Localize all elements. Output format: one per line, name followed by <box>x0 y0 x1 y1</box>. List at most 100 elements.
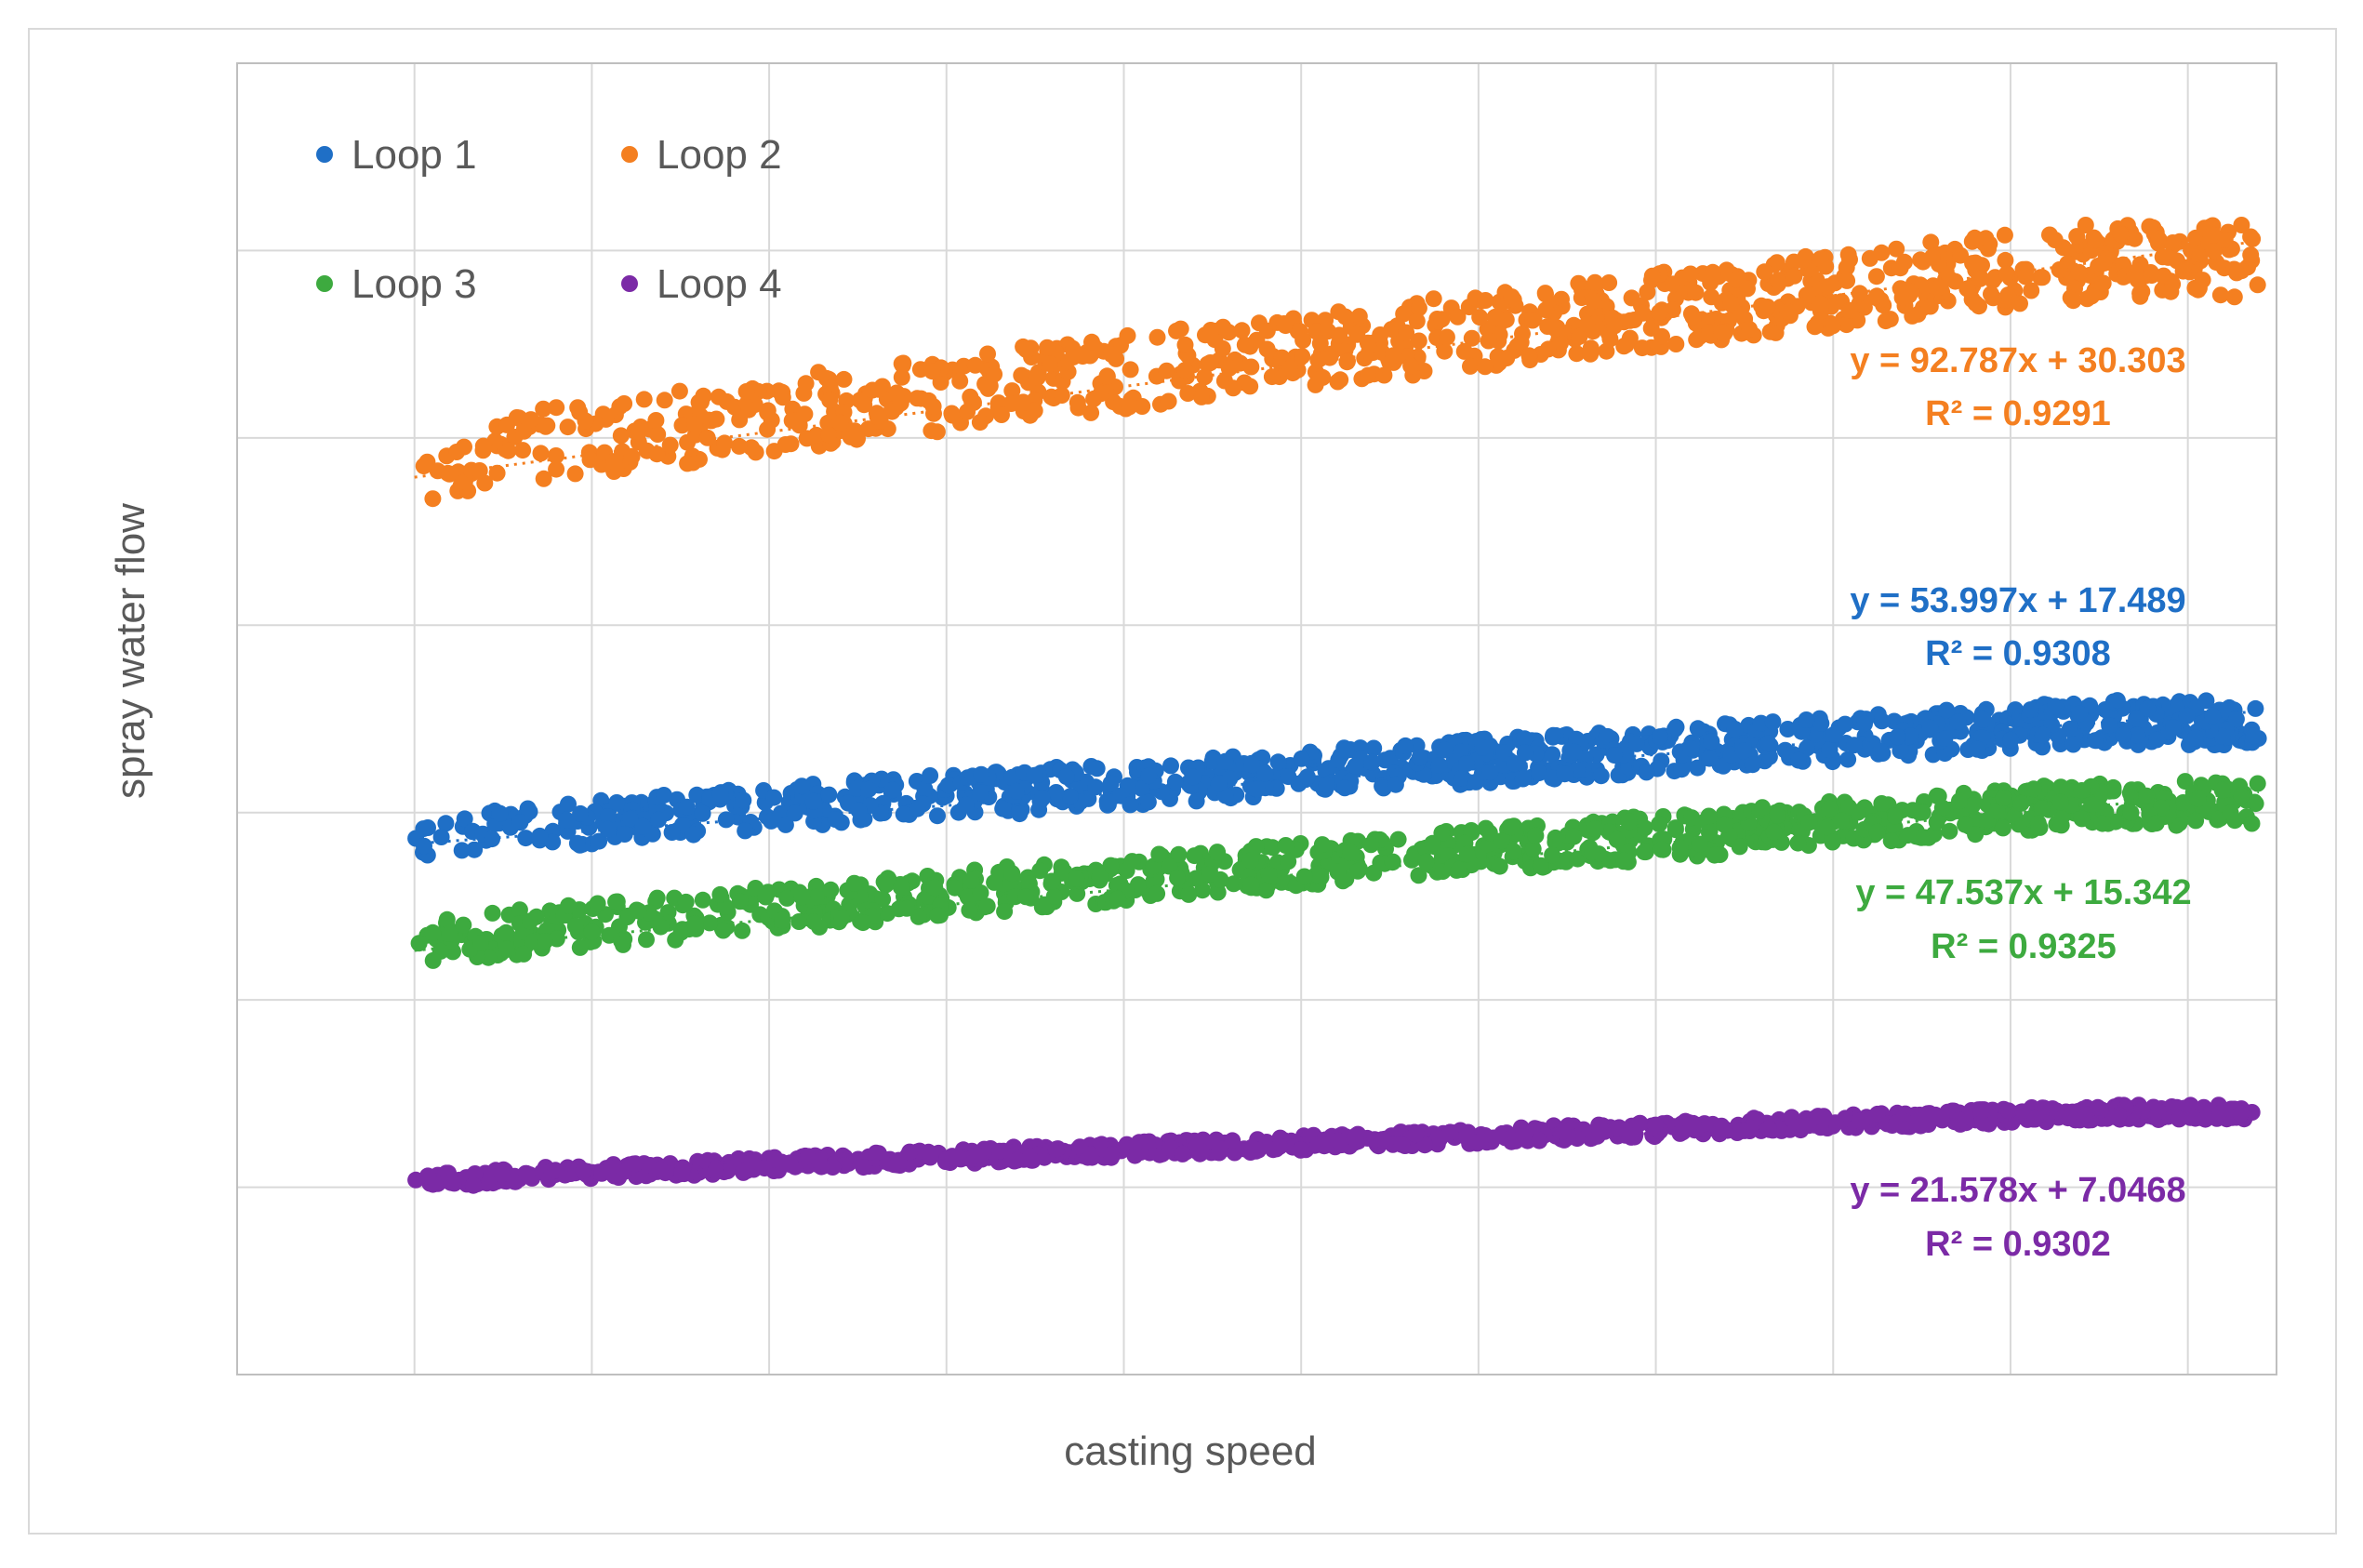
data-point-loop-2 <box>835 370 853 388</box>
data-point-loop-1 <box>1033 790 1051 807</box>
data-point-loop-1 <box>1837 715 1854 733</box>
data-point-loop-1 <box>2108 692 2126 710</box>
data-point-loop-2 <box>986 365 1003 383</box>
data-point-loop-1 <box>1397 737 1414 754</box>
data-point-loop-2 <box>2023 282 2040 299</box>
data-point-loop-2 <box>1425 290 1442 308</box>
data-point-loop-1 <box>1318 776 1335 793</box>
data-point-loop-4 <box>1431 1130 1449 1147</box>
data-point-loop-4 <box>518 1164 536 1182</box>
data-point-loop-3 <box>1544 846 1561 864</box>
data-point-loop-1 <box>453 842 471 859</box>
data-point-loop-2 <box>635 391 653 408</box>
data-point-loop-4 <box>810 1152 828 1170</box>
data-point-loop-3 <box>1031 862 1049 880</box>
data-point-loop-1 <box>491 804 509 822</box>
data-point-loop-4 <box>1554 1123 1572 1140</box>
data-point-loop-2 <box>1996 226 2013 244</box>
data-point-loop-3 <box>1904 802 1921 819</box>
data-point-loop-1 <box>1628 735 1645 752</box>
data-point-loop-3 <box>996 903 1014 921</box>
data-point-loop-2 <box>892 394 909 412</box>
data-point-loop-1 <box>1764 713 1782 731</box>
data-point-loop-2 <box>1539 340 1557 358</box>
data-point-loop-3 <box>1123 853 1141 870</box>
data-point-loop-2 <box>1921 298 1939 315</box>
data-point-loop-4 <box>1047 1140 1065 1158</box>
data-point-loop-3 <box>1277 837 1294 854</box>
data-point-loop-2 <box>979 345 996 363</box>
data-point-loop-1 <box>1544 746 1561 764</box>
data-point-loop-2 <box>2064 292 2082 310</box>
data-point-loop-2 <box>971 414 989 432</box>
data-point-loop-2 <box>1642 320 1660 337</box>
data-point-loop-1 <box>860 780 878 798</box>
data-point-loop-1 <box>1779 721 1797 737</box>
data-point-loop-2 <box>1258 340 1276 358</box>
data-point-loop-2 <box>1201 354 1219 371</box>
data-point-loop-3 <box>845 874 863 892</box>
data-point-loop-2 <box>1922 233 1940 251</box>
data-point-loop-2 <box>1455 342 1473 360</box>
data-point-loop-1 <box>1845 737 1863 754</box>
data-point-loop-2 <box>1851 285 1868 302</box>
data-point-loop-3 <box>1964 797 1982 815</box>
data-point-loop-3 <box>1532 857 1549 874</box>
data-point-loop-2 <box>1811 295 1828 312</box>
data-point-loop-1 <box>2139 699 2157 717</box>
data-point-loop-3 <box>1313 836 1331 854</box>
data-point-loop-4 <box>1023 1151 1041 1169</box>
data-point-loop-2 <box>1578 315 1596 333</box>
data-point-loop-2 <box>1585 292 1602 310</box>
data-point-loop-2 <box>1971 270 1989 287</box>
data-point-loop-2 <box>605 453 623 471</box>
data-point-loop-3 <box>972 884 989 901</box>
data-point-loop-4 <box>949 1149 967 1166</box>
data-point-loop-1 <box>484 831 500 848</box>
data-point-loop-1 <box>1569 762 1586 779</box>
data-point-loop-3 <box>1417 853 1435 870</box>
data-point-loop-3 <box>1666 819 1684 837</box>
data-point-loop-2 <box>1952 246 1970 264</box>
data-point-loop-2 <box>1360 366 1377 384</box>
data-point-loop-2 <box>559 419 577 436</box>
data-point-loop-3 <box>1493 832 1510 850</box>
data-point-loop-3 <box>1384 853 1401 870</box>
data-point-loop-3 <box>1150 845 1168 863</box>
data-point-loop-1 <box>1872 742 1890 760</box>
data-point-loop-2 <box>1582 345 1600 363</box>
data-point-loop-4 <box>2232 1105 2250 1123</box>
data-point-loop-2 <box>1667 336 1685 352</box>
data-point-loop-2 <box>522 411 539 429</box>
data-point-loop-3 <box>1389 831 1407 848</box>
data-point-loop-3 <box>424 924 442 941</box>
data-point-loop-1 <box>1411 749 1428 766</box>
data-point-loop-1 <box>1531 764 1547 782</box>
data-point-loop-4 <box>2077 1106 2093 1123</box>
data-point-loop-1 <box>1474 738 1491 756</box>
data-point-loop-3 <box>677 893 695 910</box>
data-point-loop-1 <box>929 807 946 825</box>
data-point-loop-2 <box>1977 230 1995 247</box>
data-point-loop-2 <box>783 412 801 430</box>
data-point-loop-2 <box>1643 267 1661 285</box>
data-point-loop-1 <box>2128 710 2145 727</box>
data-point-loop-2 <box>1402 357 1420 375</box>
data-point-loop-3 <box>424 951 442 969</box>
data-point-loop-4 <box>627 1155 644 1173</box>
data-point-loop-1 <box>1087 778 1105 796</box>
data-point-loop-2 <box>2169 252 2185 270</box>
data-point-loop-2 <box>1904 307 1921 325</box>
data-point-loop-1 <box>1436 741 1454 759</box>
data-point-loop-4 <box>990 1142 1008 1160</box>
data-point-loop-1 <box>1726 721 1744 737</box>
data-point-loop-1 <box>1759 735 1777 752</box>
legend-marker-loop-4 <box>621 275 638 292</box>
data-point-loop-2 <box>1119 326 1136 344</box>
data-point-loop-2 <box>2141 218 2158 235</box>
data-point-loop-2 <box>1486 308 1504 326</box>
data-point-loop-4 <box>1950 1111 1968 1129</box>
data-point-loop-3 <box>1868 823 1886 841</box>
data-point-loop-1 <box>2034 726 2051 744</box>
data-point-loop-2 <box>2112 226 2130 244</box>
